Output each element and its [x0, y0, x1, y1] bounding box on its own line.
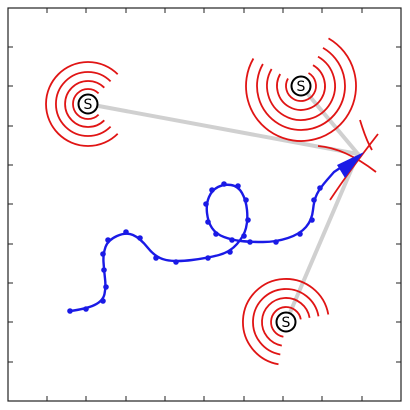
trajectory-point — [297, 231, 303, 237]
trajectory-point — [209, 187, 215, 193]
trajectory-point — [123, 229, 129, 235]
trajectory-point — [243, 197, 249, 203]
trajectory-point — [273, 239, 279, 245]
trajectory-point — [83, 306, 89, 312]
trajectory-point — [213, 231, 219, 237]
trajectory-point — [137, 235, 143, 241]
trajectory-point — [205, 219, 211, 225]
trajectory-point — [247, 239, 253, 245]
trajectory-point — [100, 298, 106, 304]
trajectory-point — [317, 185, 323, 191]
trajectory-point — [241, 233, 247, 239]
source-2: S — [292, 77, 311, 96]
trajectory-point — [100, 251, 106, 257]
trajectory-point — [67, 308, 73, 314]
trajectory-point — [229, 237, 235, 243]
trajectory-point — [245, 217, 251, 223]
trajectory-point — [101, 267, 107, 273]
trajectory-point — [105, 237, 111, 243]
trajectory-point — [153, 255, 159, 261]
source-label: S — [297, 79, 306, 95]
trajectory-point — [311, 197, 317, 203]
trajectory-point — [221, 181, 227, 187]
trajectory-point — [103, 284, 109, 290]
trajectory-point — [309, 217, 315, 223]
source-label: S — [84, 97, 93, 113]
source-label: S — [282, 315, 291, 331]
source-1: S — [79, 95, 98, 114]
trajectory-point — [203, 201, 209, 207]
source-3: S — [277, 313, 296, 332]
trajectory-point — [235, 183, 241, 189]
trajectory-point — [205, 255, 211, 261]
trajectory-point — [173, 259, 179, 265]
trajectory-point — [227, 249, 233, 255]
